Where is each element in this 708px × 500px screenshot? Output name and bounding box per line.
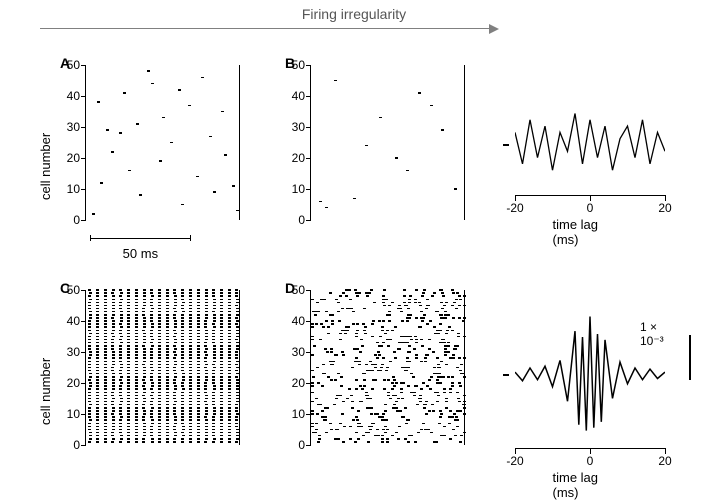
ytick-label: 40 — [292, 89, 311, 103]
ytick-label: 20 — [67, 151, 86, 165]
ytick-label: 50 — [67, 283, 86, 297]
ytick-label: 30 — [67, 345, 86, 359]
ytick-label: 0 — [73, 213, 86, 227]
ytick-label: 50 — [67, 58, 86, 72]
ylabel-c: cell number — [38, 358, 53, 425]
autocorr-bottom: -20020time lag (ms)1 × 10⁻³ — [515, 310, 665, 440]
xaxis-label: time lag (ms) — [553, 217, 628, 247]
amplitude-scale-label: 1 × 10⁻³ — [640, 320, 665, 348]
raster-c: 01020304050 — [85, 290, 240, 445]
autocorr-top: -20020time lag (ms) — [515, 110, 665, 180]
time-scalebar — [90, 238, 191, 239]
ytick-label: 30 — [67, 120, 86, 134]
ytick-label: 40 — [67, 89, 86, 103]
firing-irregularity-label: Firing irregularity — [0, 6, 708, 22]
firing-irregularity-arrowhead — [489, 24, 499, 34]
xtick-label: 20 — [658, 201, 671, 215]
ytick-label: 30 — [292, 120, 311, 134]
ytick-label: 40 — [292, 314, 311, 328]
ytick-label: 20 — [292, 151, 311, 165]
ytick-label: 40 — [67, 314, 86, 328]
ytick-label: 0 — [73, 438, 86, 452]
ylabel-a: cell number — [38, 133, 53, 200]
ytick-label: 50 — [292, 58, 311, 72]
xaxis-label: time lag (ms) — [553, 470, 628, 500]
ytick-label: 20 — [292, 376, 311, 390]
raster-d: 01020304050 — [310, 290, 465, 445]
firing-irregularity-arrow — [40, 28, 490, 29]
ytick-label: 20 — [67, 376, 86, 390]
ytick-label: 0 — [298, 438, 311, 452]
ytick-label: 10 — [67, 407, 86, 421]
ytick-label: 10 — [292, 407, 311, 421]
xtick-label: 0 — [587, 454, 594, 468]
xtick-label: 0 — [587, 201, 594, 215]
ytick-label: 10 — [292, 182, 311, 196]
ytick-label: 10 — [67, 182, 86, 196]
xtick-label: -20 — [506, 454, 523, 468]
ytick-label: 50 — [292, 283, 311, 297]
time-scalebar-label: 50 ms — [90, 246, 191, 261]
ytick-label: 30 — [292, 345, 311, 359]
xtick-label: 20 — [658, 454, 671, 468]
xtick-label: -20 — [506, 201, 523, 215]
ytick-label: 0 — [298, 213, 311, 227]
raster-a: 01020304050 — [85, 65, 240, 220]
raster-b: 01020304050 — [310, 65, 465, 220]
